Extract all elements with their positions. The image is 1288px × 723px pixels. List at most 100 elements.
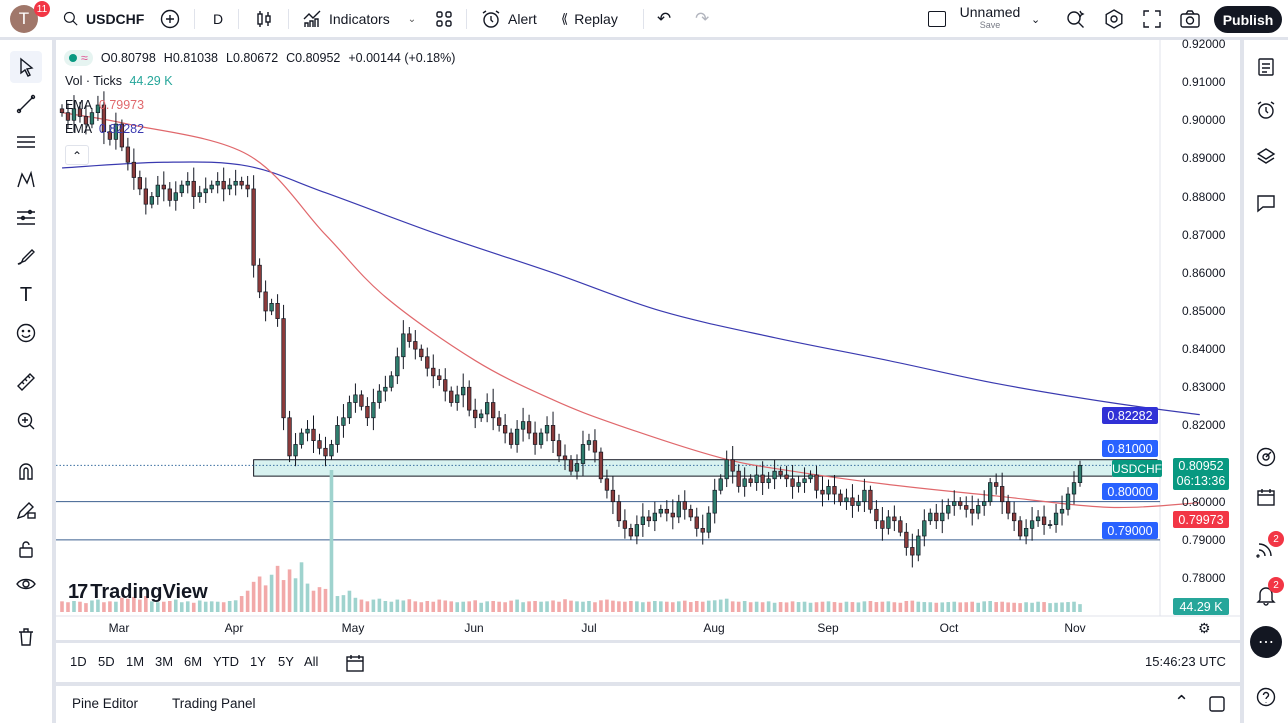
stay-in-drawing-tool[interactable] [10,494,42,526]
chart-type-button[interactable] [253,0,275,38]
volume-bar [389,601,394,612]
layout-name-button[interactable]: Unnamed Save [958,4,1022,31]
watchlist-button[interactable] [1250,51,1282,83]
text-tool[interactable]: T [10,279,42,311]
range-all[interactable]: All [304,654,319,669]
range-1m[interactable]: 1M [126,654,145,669]
alerts-button[interactable] [1250,94,1282,126]
collapse-panel-button[interactable]: ⌃ [1174,692,1190,712]
lock-drawings-tool[interactable] [10,533,42,565]
candle-body [760,474,765,483]
price-chart[interactable] [56,40,1240,640]
candle-body [341,417,346,426]
layout-menu-chevron[interactable]: ⌄ [1031,0,1040,38]
top-toolbar: T 11 USDCHF D Indicators ⌄ Alert ⟪ Repla… [0,0,1288,38]
tab-trading-panel[interactable]: Trading Panel [172,696,256,711]
brush-tool[interactable] [10,241,42,273]
candle-body [928,512,933,522]
measure-tool[interactable] [10,366,42,398]
fullscreen-button[interactable] [1141,0,1163,38]
volume-bar [437,599,442,612]
chats-button[interactable] [1250,187,1282,219]
volume-bar [1042,602,1046,612]
volume-bar [353,597,358,612]
volume-bar [724,598,729,612]
layout-checkbox[interactable] [928,11,946,27]
avatar[interactable]: T [10,5,38,33]
range-1y[interactable]: 1Y [250,654,266,669]
candle-body [473,409,478,419]
clock-utc[interactable]: 15:46:23 UTC [1145,654,1226,669]
candle-body [143,188,148,205]
redo-button[interactable]: ↷ [695,0,709,38]
ideas-button[interactable] [1250,441,1282,473]
range-5y[interactable]: 5Y [278,654,294,669]
zoom-tool[interactable] [10,405,42,437]
emoji-tool[interactable] [10,317,42,349]
symbol-search[interactable]: USDCHF [62,0,144,38]
tab-pine-editor[interactable]: Pine Editor [72,696,139,711]
chart-pane[interactable]: ≈ O0.80798 H0.81038 L0.80672 C0.80952 +0… [56,40,1240,640]
candle-body [167,188,172,201]
candle-body [568,459,574,472]
magnet-icon [19,463,33,480]
volume-badge: 44.29 K [1173,598,1229,615]
volume-bar [455,602,460,612]
volume-bar [700,601,705,612]
legend-volume[interactable]: Vol · Ticks 44.29 K [65,74,173,88]
range-3m[interactable]: 3M [155,654,174,669]
maximize-panel-icon[interactable] [1206,693,1228,715]
candle-body [628,528,634,537]
quick-search-button[interactable] [1065,0,1087,38]
volume-bar [108,601,112,612]
range-1d[interactable]: 1D [70,654,87,669]
fib-tool[interactable] [10,202,42,234]
horizontal-lines-tool[interactable] [10,126,42,158]
ema-50-line [61,112,1200,509]
candle-body [491,402,496,419]
market-status-icon[interactable]: ≈ [64,50,93,66]
snapshot-button[interactable] [1179,0,1201,38]
compare-button[interactable] [159,0,181,38]
magnet-tool[interactable] [10,455,42,487]
apps-button[interactable]: ⋯ [1250,626,1282,658]
range-5d[interactable]: 5D [98,654,115,669]
trend-line-tool[interactable] [10,88,42,120]
candle-body [940,512,945,522]
interval-button[interactable]: D [213,0,223,38]
calendar-icon[interactable] [344,652,366,674]
streams-button[interactable] [1250,533,1282,565]
candle-body [431,367,436,377]
cursor-tool[interactable] [10,51,42,83]
range-ytd[interactable]: YTD [213,654,239,669]
collapse-legend-button[interactable]: ⌃ [65,145,89,165]
help-button[interactable] [1250,681,1282,713]
volume-bar [359,599,364,612]
hide-drawings-tool[interactable] [10,568,42,600]
legend-ema-50[interactable]: EMA 0.79973 [65,98,144,112]
legend-ema-200[interactable]: EMA 0.82282 [65,122,144,136]
candle-body [137,177,142,190]
candle-body [209,184,214,190]
object-tree-button[interactable] [1250,141,1282,173]
range-6m[interactable]: 6M [184,654,203,669]
replay-button[interactable]: ⟪ Replay [561,0,618,38]
axis-settings-button[interactable]: ⚙ [1198,620,1211,636]
tradingview-logo[interactable]: 17 TradingView [68,581,208,604]
candle-body [437,375,442,380]
templates-button[interactable] [433,0,455,38]
date-range-button[interactable] [336,643,337,683]
alert-button[interactable]: Alert [480,0,537,38]
candle-body [742,478,747,487]
undo-button[interactable]: ↶ [657,0,671,38]
calendar-button[interactable] [1250,481,1282,513]
volume-bar [976,602,980,612]
candle-body [958,501,963,506]
settings-button[interactable] [1103,0,1125,38]
volume-bar [982,601,986,612]
pattern-tool[interactable] [10,164,42,196]
volume-bar [892,602,897,612]
remove-drawings-tool[interactable] [10,621,42,653]
publish-button[interactable]: Publish [1214,6,1282,33]
indicators-button[interactable]: Indicators ⌄ [301,0,416,38]
